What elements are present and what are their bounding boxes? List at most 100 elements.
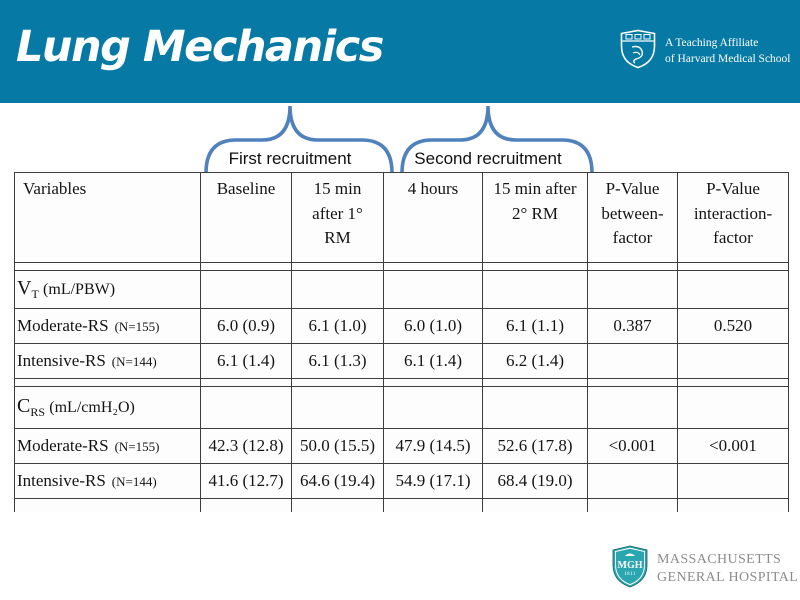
group-n: (N=144) [111, 474, 157, 489]
table-cell [383, 270, 483, 309]
harvard-text-line1: A Teaching Affiliate [665, 36, 759, 49]
table-cell [587, 498, 678, 512]
crs-subscript: RS [30, 405, 46, 419]
title-bar: Lung Mechanics A Teaching Affiliate of H… [0, 0, 800, 103]
table-cell [677, 262, 789, 271]
table-cell [291, 270, 384, 309]
table-cell: 41.6 (12.7) [200, 463, 292, 499]
table-cell [383, 386, 483, 429]
spacer-row [14, 262, 789, 271]
table-cell: 6.0 (0.9) [200, 308, 292, 344]
row-label: Moderate-RS (N=155) [14, 308, 201, 344]
table-cell [291, 378, 384, 387]
second-recruitment-label: Second recruitment [414, 149, 562, 168]
table-cell [677, 343, 789, 379]
row-label: Intensive-RS (N=144) [14, 343, 201, 379]
header-baseline: Baseline [200, 172, 292, 263]
table-cell [482, 378, 588, 387]
group-n: (N=144) [111, 354, 157, 369]
group-n: (N=155) [114, 439, 160, 454]
crs-unit: (mL/cmH₂O) [49, 399, 135, 416]
table-cell [677, 498, 789, 512]
table-cell: 6.1 (1.4) [383, 343, 483, 379]
table-cell [587, 463, 678, 499]
header-4hours: 4 hours [383, 172, 483, 263]
table-cell [200, 498, 292, 512]
table-cell [383, 498, 483, 512]
table-row-vt-moderate: Moderate-RS (N=155) 6.0 (0.9) 6.1 (1.0) 6… [14, 308, 789, 344]
row-label: Intensive-RS (N=144) [14, 463, 201, 499]
table-cell: 6.1 (1.0) [291, 308, 384, 344]
mgh-name: MASSACHUSETTS GENERAL HOSPITAL [657, 551, 798, 586]
group-label: Moderate-RS [17, 316, 109, 335]
table-cell [482, 270, 588, 309]
table-row-vt-intensive: Intensive-RS (N=144) 6.1 (1.4) 6.1 (1.3) … [14, 343, 789, 379]
vt-subscript: T [31, 287, 39, 301]
table-cell [677, 463, 789, 499]
table-row-crs-intensive: Intensive-RS (N=144) 41.6 (12.7) 64.6 (19… [14, 463, 789, 499]
harvard-affiliate-logo: A Teaching Affiliate of Harvard Medical … [620, 29, 791, 74]
table-cell: 50.0 (15.5) [291, 428, 384, 464]
vt-symbol: V [17, 277, 32, 299]
page-title: Lung Mechanics [16, 22, 384, 72]
crs-symbol: C [17, 395, 31, 417]
mgh-shield-year: 1811 [624, 572, 636, 577]
mgh-shield-text: MGH [618, 560, 643, 571]
table-cell [14, 498, 201, 512]
header-pvalue-between: P-Value between- factor [587, 172, 678, 263]
table-cell [200, 270, 292, 309]
header-15min-after-2rm: 15 min after 2° RM [482, 172, 588, 263]
table-cell: 6.2 (1.4) [482, 343, 588, 379]
table-cell [291, 386, 384, 429]
table-cell: 6.0 (1.0) [383, 308, 483, 344]
table-cell: 64.6 (19.4) [291, 463, 384, 499]
table-cell [14, 262, 201, 271]
table-cell [14, 378, 201, 387]
cropped-bottom-row [14, 498, 789, 512]
table-cell [291, 498, 384, 512]
table-cell: 0.387 [587, 308, 678, 344]
table-header-row: Variables Baseline 15 min after 1° RM 4 … [14, 172, 789, 263]
table-cell [587, 343, 678, 379]
first-recruitment-label: First recruitment [228, 149, 352, 168]
table-cell [200, 378, 292, 387]
table-cell [677, 378, 789, 387]
header-variables: Variables [14, 172, 201, 263]
row-label: Moderate-RS (N=155) [14, 428, 201, 464]
table-cell: 0.520 [677, 308, 789, 344]
table-cell [291, 262, 384, 271]
table-cell: 6.1 (1.3) [291, 343, 384, 379]
table-cell: 42.3 (12.8) [200, 428, 292, 464]
table-row-crs-section: CRS (mL/cmH₂O) [14, 386, 789, 429]
group-label: Intensive-RS [17, 471, 106, 490]
table-cell: 68.4 (19.0) [482, 463, 588, 499]
table-row-vt-section: VT (mL/PBW) [14, 270, 789, 309]
header-15min-after-1rm: 15 min after 1° RM [291, 172, 384, 263]
vt-section-label: VT (mL/PBW) [14, 270, 201, 309]
table-cell [482, 498, 588, 512]
table-cell: 52.6 (17.8) [482, 428, 588, 464]
harvard-text-line2: of Harvard Medical School [665, 52, 791, 65]
spacer-row [14, 378, 789, 387]
table-cell [587, 270, 678, 309]
mgh-logo: MGH 1811 MASSACHUSETTS GENERAL HOSPITAL [612, 544, 798, 593]
vt-unit: (mL/PBW) [43, 281, 116, 298]
table-cell [383, 262, 483, 271]
group-label: Intensive-RS [17, 351, 106, 370]
table-cell [587, 386, 678, 429]
table-cell [383, 378, 483, 387]
table-cell: 54.9 (17.1) [383, 463, 483, 499]
table-cell [587, 378, 678, 387]
table-cell: 47.9 (14.5) [383, 428, 483, 464]
mgh-shield-icon: MGH 1811 [612, 544, 648, 593]
lung-mechanics-table: Variables Baseline 15 min after 1° RM 4 … [14, 172, 789, 512]
table-cell [677, 386, 789, 429]
crs-section-label: CRS (mL/cmH₂O) [14, 386, 201, 429]
table-cell [200, 262, 292, 271]
group-label: Moderate-RS [17, 436, 109, 455]
mgh-name-line2: GENERAL HOSPITAL [657, 569, 799, 585]
group-n: (N=155) [114, 319, 160, 334]
table-cell: <0.001 [677, 428, 789, 464]
table-cell [587, 262, 678, 271]
table-cell [482, 262, 588, 271]
